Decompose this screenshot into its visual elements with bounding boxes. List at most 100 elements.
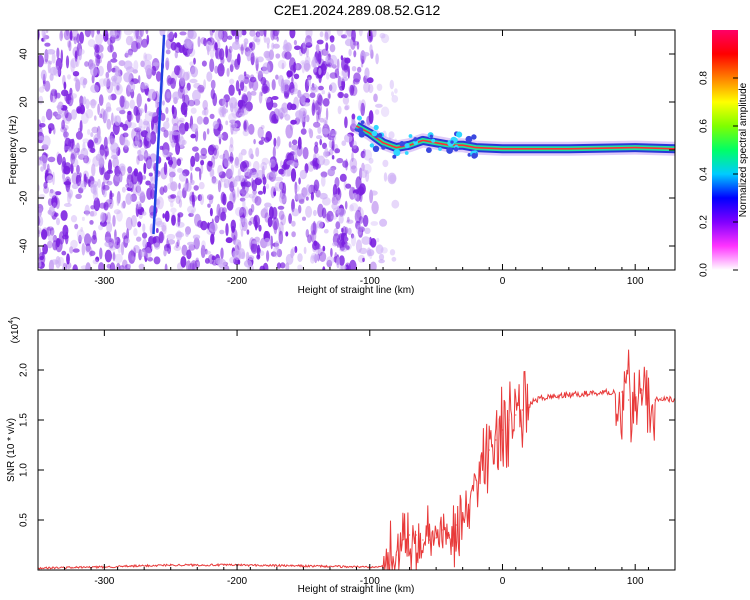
noise-speckle <box>327 168 336 176</box>
noise-speckle <box>106 180 113 186</box>
noise-speckle <box>264 97 272 103</box>
snr-point <box>422 539 424 541</box>
noise-speckle <box>70 153 76 165</box>
noise-speckle <box>258 140 264 145</box>
noise-speckle <box>131 30 138 34</box>
noise-speckle <box>229 78 235 85</box>
noise-speckle <box>166 30 174 40</box>
noise-speckle <box>49 66 58 76</box>
noise-speckle <box>302 216 306 221</box>
noise-speckle <box>236 186 240 198</box>
noise-speckle <box>225 237 233 244</box>
noise-speckle <box>321 48 329 56</box>
noise-speckle <box>329 44 336 53</box>
noise-speckle <box>146 159 155 169</box>
noise-speckle <box>167 239 176 245</box>
noise-speckle <box>109 262 116 270</box>
noise-speckle <box>285 231 289 237</box>
noise-speckle <box>111 112 114 126</box>
noise-speckle <box>229 152 234 164</box>
noise-speckle <box>340 265 347 270</box>
noise-speckle <box>246 229 250 235</box>
noise-speckle <box>341 57 349 72</box>
noise-speckle <box>292 139 298 145</box>
noise-speckle <box>214 65 219 74</box>
noise-speckle <box>78 187 84 194</box>
noise-speckle <box>164 263 168 270</box>
noise-speckle <box>177 168 183 173</box>
noise-speckle <box>167 130 174 136</box>
noise-speckle <box>143 162 147 175</box>
noise-speckle <box>240 148 247 156</box>
noise-speckle <box>268 49 274 60</box>
snr-point <box>302 565 304 567</box>
noise-speckle <box>179 143 184 149</box>
snr-point <box>482 459 484 461</box>
noise-speckle <box>133 245 140 254</box>
noise-speckle <box>290 119 297 125</box>
noise-speckle <box>56 151 60 163</box>
noise-speckle <box>38 194 46 200</box>
noise-speckle <box>358 30 363 37</box>
noise-speckle <box>265 131 273 142</box>
noise-speckle <box>63 146 71 151</box>
signal-blob <box>373 124 379 131</box>
noise-speckle <box>251 179 258 192</box>
noise-speckle <box>38 135 44 141</box>
noise-speckle <box>84 204 90 217</box>
noise-speckle <box>310 255 315 264</box>
noise-speckle <box>275 108 281 120</box>
noise-speckle <box>286 70 293 77</box>
noise-speckle <box>376 237 380 243</box>
noise-speckle <box>206 228 214 235</box>
noise-speckle <box>154 217 163 226</box>
noise-speckle <box>351 66 357 72</box>
noise-speckle <box>135 203 140 217</box>
colorbar-tick-label: 0.8 <box>699 71 710 85</box>
noise-speckle <box>212 120 219 130</box>
noise-speckle <box>391 199 400 209</box>
noise-speckle <box>75 131 83 140</box>
noise-speckle <box>249 42 253 49</box>
noise-speckle <box>94 115 97 121</box>
noise-speckle <box>343 93 349 99</box>
noise-speckle <box>181 104 185 111</box>
noise-speckle <box>352 79 355 92</box>
snr-point <box>402 539 404 541</box>
noise-speckle <box>243 120 247 132</box>
noise-speckle <box>61 250 67 256</box>
noise-speckle <box>163 162 168 175</box>
noise-speckle <box>112 134 115 140</box>
noise-speckle <box>234 175 242 182</box>
noise-speckle <box>331 155 335 160</box>
noise-speckle <box>375 103 383 108</box>
noise-speckle <box>45 108 53 121</box>
noise-speckle <box>52 202 57 209</box>
noise-speckle <box>89 220 94 225</box>
snr-panel: -300 -200 -100 0 100 0.5 1.0 1.5 2.0 <box>19 329 676 587</box>
noise-speckle <box>167 159 174 166</box>
noise-speckle <box>46 49 56 55</box>
noise-speckle <box>358 216 364 224</box>
noise-speckle <box>341 227 344 233</box>
noise-speckle <box>147 88 157 101</box>
bottom-x-tick-label: -300 <box>94 576 114 587</box>
snr-point <box>594 392 597 394</box>
noise-speckle <box>55 57 63 71</box>
noise-speckle <box>84 157 91 165</box>
noise-speckle <box>96 30 101 35</box>
noise-speckle <box>147 257 154 262</box>
noise-speckle <box>243 206 249 218</box>
noise-speckle <box>40 69 47 81</box>
noise-speckle <box>209 167 215 177</box>
noise-speckle <box>98 262 105 270</box>
noise-speckle <box>57 256 65 267</box>
noise-speckle <box>351 151 354 162</box>
noise-speckle <box>178 198 183 208</box>
noise-speckle <box>225 120 229 126</box>
noise-speckle <box>90 132 94 138</box>
noise-speckle <box>316 253 320 262</box>
noise-speckle <box>140 130 149 138</box>
noise-speckle <box>238 188 247 194</box>
